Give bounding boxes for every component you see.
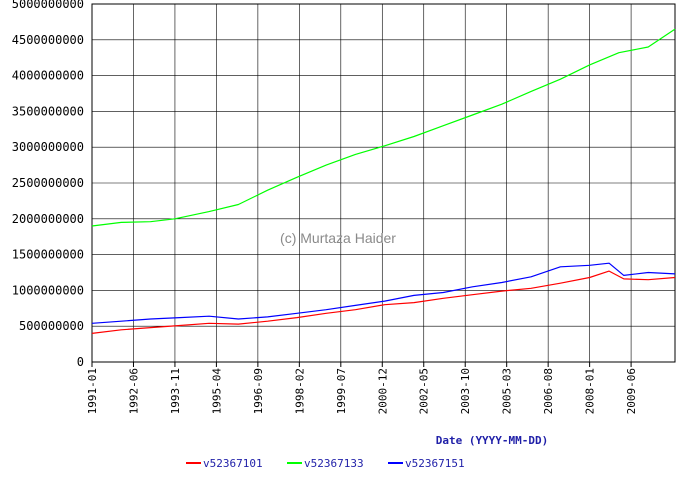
watermark-text: (c) Murtaza Haider — [280, 230, 396, 246]
y-tick-label: 5000000000 — [12, 0, 84, 11]
y-tick-label: 500000000 — [19, 319, 84, 333]
x-tick-label: 2006-08 — [542, 368, 555, 414]
plot-area-border — [91, 3, 676, 363]
y-tick-label: 3500000000 — [12, 104, 84, 118]
y-tick-label: 4000000000 — [12, 69, 84, 83]
x-tick-label: 2002-05 — [418, 368, 431, 414]
y-tick-label: 2500000000 — [12, 176, 84, 190]
x-tick-label: 1995-04 — [210, 368, 223, 415]
y-tick-label: 0 — [77, 355, 84, 369]
x-tick-label: 1999-07 — [335, 368, 348, 414]
legend: v52367101 v52367133 v52367151 — [186, 457, 465, 470]
x-tick-label: 2000-12 — [376, 368, 389, 414]
x-axis-tick-labels: 1991-01 1992-06 1993-11 1995-04 1996-09 1998-… — [86, 362, 638, 414]
x-tick-label: 1993-11 — [169, 368, 182, 414]
x-tick-label: 2003-10 — [459, 368, 472, 414]
x-tick-label: 2005-03 — [501, 368, 514, 414]
series-line-v52367101 — [91, 270, 676, 334]
y-tick-label: 4500000000 — [12, 33, 84, 47]
x-tick-label: 2008-01 — [584, 368, 597, 414]
legend-label-v52367151: v52367151 — [405, 457, 465, 470]
y-axis-tick-labels: 0 500000000 1000000000 1500000000 2000000000… — [12, 0, 84, 369]
x-axis-label: Date (YYYY-MM-DD) — [436, 434, 549, 447]
y-tick-label: 1000000000 — [12, 283, 84, 297]
grid-lines — [92, 4, 675, 362]
x-tick-label: 1998-02 — [293, 368, 306, 414]
series-line-v52367151 — [91, 262, 676, 324]
x-tick-label: 1991-01 — [86, 368, 99, 414]
legend-label-v52367133: v52367133 — [304, 457, 364, 470]
x-tick-label: 1996-09 — [252, 368, 265, 414]
x-tick-label: 1992-06 — [127, 368, 140, 414]
x-tick-label: 2009-06 — [625, 368, 638, 414]
y-tick-label: 2000000000 — [12, 212, 84, 226]
series-line-v52367133 — [91, 28, 676, 227]
y-tick-label: 1500000000 — [12, 248, 84, 262]
series-lines — [91, 28, 676, 334]
legend-label-v52367101: v52367101 — [203, 457, 263, 470]
y-tick-label: 3000000000 — [12, 140, 84, 154]
